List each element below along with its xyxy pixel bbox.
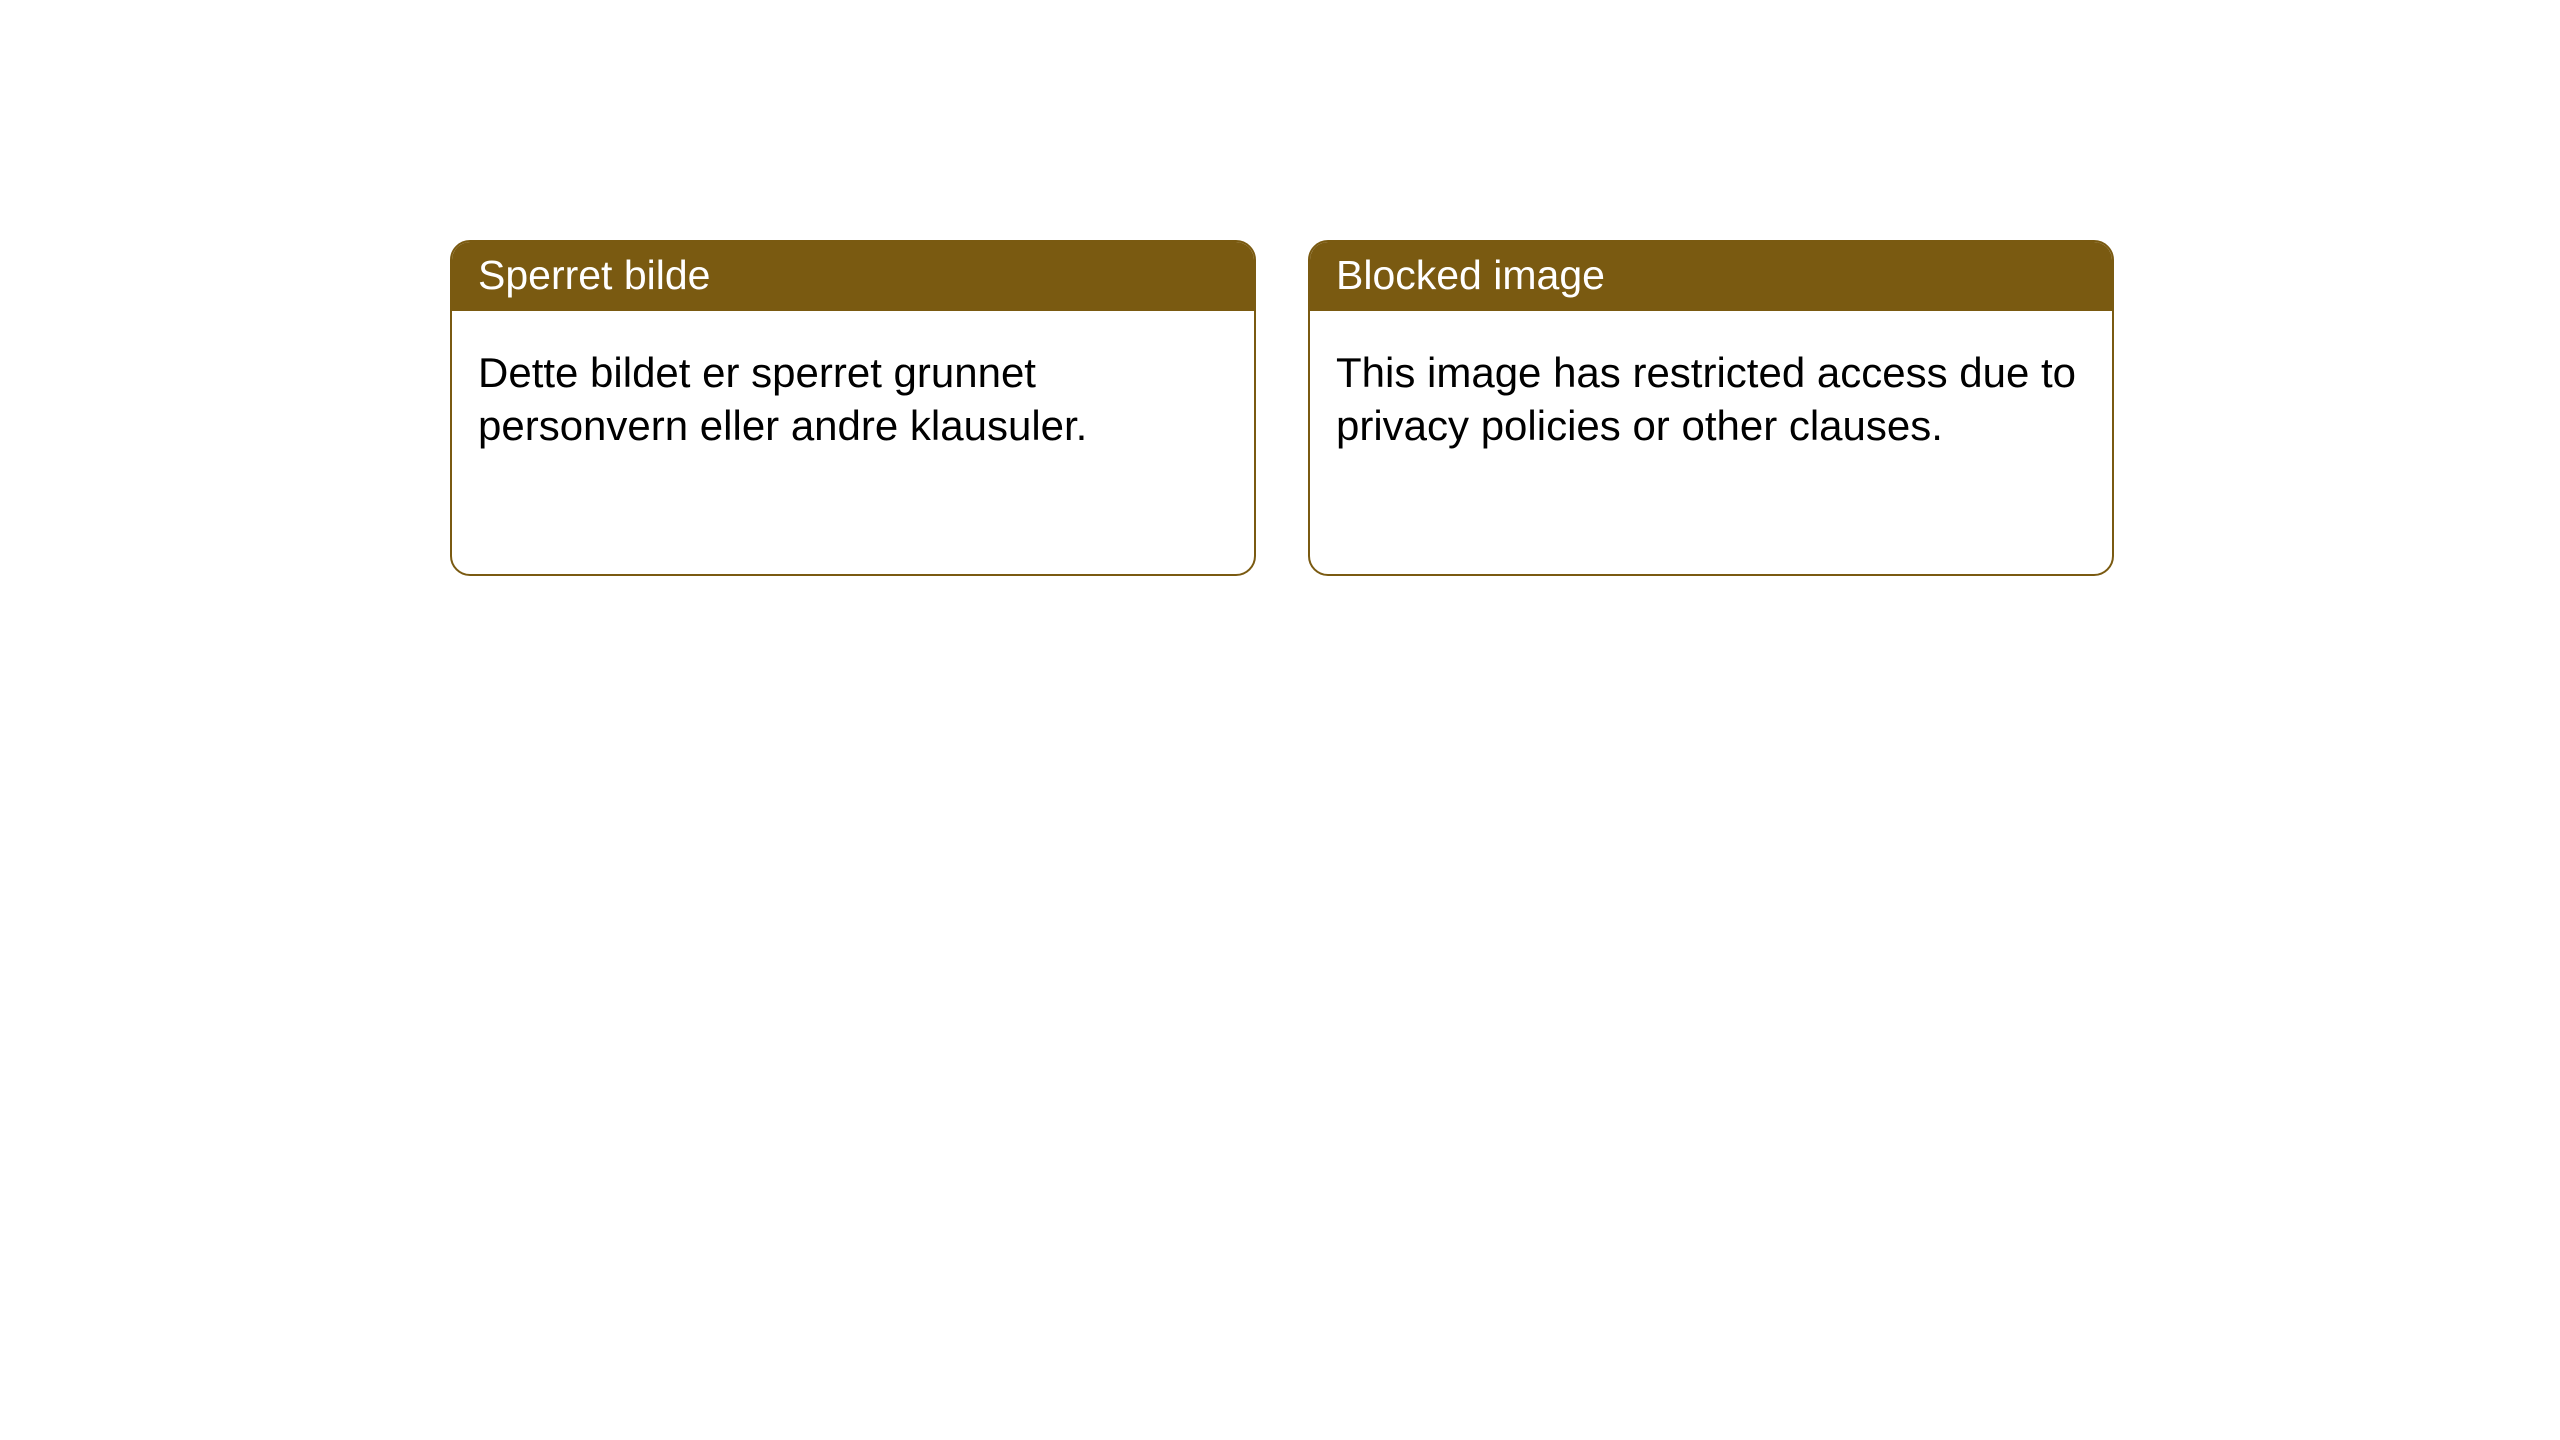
notice-card-body: This image has restricted access due to … [1310, 311, 2112, 472]
notice-card-title: Sperret bilde [452, 242, 1254, 311]
notice-card-title: Blocked image [1310, 242, 2112, 311]
notice-card-norwegian: Sperret bilde Dette bildet er sperret gr… [450, 240, 1256, 576]
notice-card-english: Blocked image This image has restricted … [1308, 240, 2114, 576]
notice-card-body: Dette bildet er sperret grunnet personve… [452, 311, 1254, 472]
notice-container: Sperret bilde Dette bildet er sperret gr… [0, 0, 2560, 576]
